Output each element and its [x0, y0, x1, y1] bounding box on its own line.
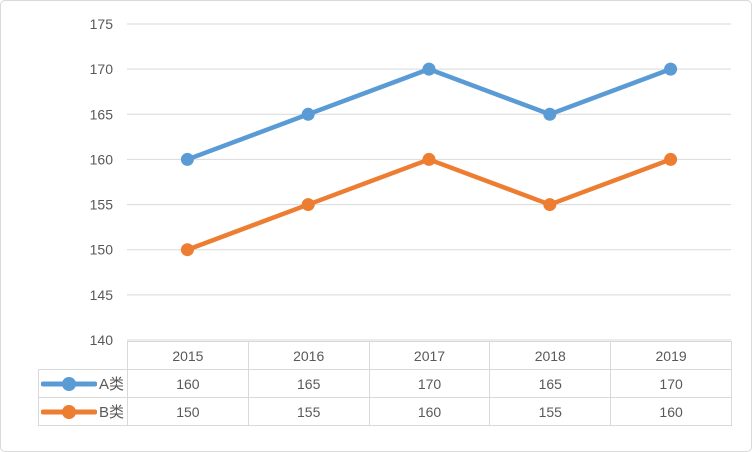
data-point-marker[interactable] — [180, 152, 194, 166]
data-point-marker[interactable] — [543, 198, 557, 212]
data-point-marker[interactable] — [301, 198, 315, 212]
value-cell: 150 — [127, 397, 249, 426]
table-corner-cell — [39, 342, 128, 370]
chart-data-table: 2015 2016 2017 2018 2019 A类 160 165 170 165 170 B类 1… — [38, 341, 732, 426]
y-axis-tick-label: 150 — [90, 242, 114, 258]
value-cell: 155 — [247, 397, 370, 426]
y-axis-tick-label: 160 — [90, 151, 114, 167]
table-body: 2015 2016 2017 2018 2019 A类 160 165 170 165 170 B类 1… — [38, 341, 732, 426]
legend-cell: A类 — [38, 369, 128, 398]
table-row: A类 160 165 170 165 170 — [38, 369, 732, 398]
year-header-cell: 2015 — [127, 341, 249, 370]
legend-series-label: A类 — [99, 376, 125, 393]
year-header-cell: 2016 — [247, 341, 370, 370]
y-axis-tick-label: 165 — [90, 106, 114, 122]
legend-series-label: B类 — [99, 404, 125, 421]
y-axis-tick-label: 155 — [90, 197, 114, 213]
data-point-marker[interactable] — [543, 107, 557, 121]
table-row: B类 150 155 160 155 160 — [38, 397, 732, 426]
legend-key-icon — [41, 404, 97, 419]
y-axis-tick-label: 175 — [90, 16, 114, 32]
legend-key-wrap: B类 — [39, 398, 127, 425]
data-point-marker[interactable] — [422, 62, 436, 76]
value-cell: 155 — [489, 397, 612, 426]
value-cell: 160 — [368, 397, 491, 426]
y-axis-tick-label: 140 — [90, 332, 114, 348]
table-header-row: 2015 2016 2017 2018 2019 — [39, 341, 732, 370]
data-point-marker[interactable] — [422, 152, 436, 166]
value-cell: 160 — [127, 369, 249, 398]
y-axis-tick-label: 145 — [90, 287, 114, 303]
year-header-cell: 2017 — [368, 341, 491, 370]
data-point-marker[interactable] — [664, 152, 678, 166]
legend-key-icon — [41, 376, 97, 391]
value-cell: 165 — [489, 369, 612, 398]
year-header-cell: 2019 — [610, 341, 732, 370]
value-cell: 170 — [368, 369, 491, 398]
year-header-cell: 2018 — [489, 341, 612, 370]
data-point-marker[interactable] — [664, 62, 678, 76]
legend-key-wrap: A类 — [39, 370, 127, 397]
data-point-marker[interactable] — [180, 243, 194, 257]
legend-cell: B类 — [38, 397, 128, 426]
y-axis-tick-label: 170 — [90, 61, 114, 77]
value-cell: 170 — [610, 369, 732, 398]
data-point-marker[interactable] — [301, 107, 315, 121]
value-cell: 160 — [610, 397, 732, 426]
value-cell: 165 — [247, 369, 370, 398]
